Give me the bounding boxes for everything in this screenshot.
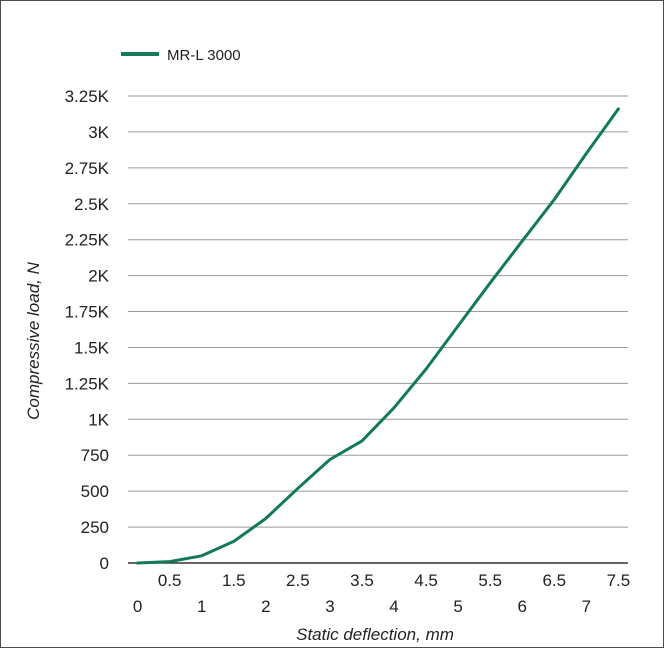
x-tick-label-upper: 4.5 xyxy=(414,571,438,590)
y-tick-label: 1.75K xyxy=(65,303,110,322)
y-tick-label: 2.5K xyxy=(74,195,110,214)
y-tick-label: 1.5K xyxy=(74,338,110,357)
y-tick-label: 2.25K xyxy=(65,231,110,250)
x-tick-label-upper: 1.5 xyxy=(222,571,246,590)
x-tick-label-lower: 2 xyxy=(261,597,270,616)
y-tick-label: 0 xyxy=(100,554,109,573)
x-tick-label-lower: 3 xyxy=(325,597,334,616)
x-axis-title: Static deflection, mm xyxy=(296,625,454,644)
x-tick-label-upper: 5.5 xyxy=(478,571,502,590)
y-tick-label: 1K xyxy=(88,410,109,429)
x-tick-label-lower: 7 xyxy=(582,597,591,616)
legend: MR-L 3000 xyxy=(121,47,241,64)
legend-label-mr-l-3000: MR-L 3000 xyxy=(167,47,241,64)
x-tick-label-lower: 6 xyxy=(517,597,526,616)
x-tick-label-lower: 1 xyxy=(197,597,206,616)
series-layer xyxy=(136,107,620,565)
y-tick-label: 250 xyxy=(81,518,109,537)
x-tick-label-upper: 2.5 xyxy=(286,571,310,590)
x-tick-label-upper: 3.5 xyxy=(350,571,374,590)
series-line-mr-l-3000 xyxy=(136,107,620,565)
y-tick-label: 3.25K xyxy=(65,87,110,106)
y-tick-label: 500 xyxy=(81,482,109,501)
x-tick-label-lower: 4 xyxy=(389,597,398,616)
x-tick-label-lower: 0 xyxy=(133,597,142,616)
y-tick-label: 2K xyxy=(88,267,109,286)
x-tick-label-upper: 0.5 xyxy=(158,571,182,590)
y-tick-label: 1.25K xyxy=(65,374,110,393)
x-tick-label-upper: 7.5 xyxy=(607,571,631,590)
gridlines xyxy=(128,95,628,564)
y-axis-ticks: 0 250 500 750 1K 1.25K 1.5K 1.75K 2K 2.25K 2.5K 2.7… xyxy=(65,87,110,573)
y-tick-label: 3K xyxy=(88,123,109,142)
x-axis-ticks: 0.5 1.5 2.5 3.5 4.5 5.5 6.5 7.5 0 1 2 3 4 5 6 7 xyxy=(133,571,630,616)
y-axis-title: Compressive load, N xyxy=(24,261,43,420)
x-tick-label-upper: 6.5 xyxy=(542,571,566,590)
y-tick-label: 2.75K xyxy=(65,159,110,178)
y-tick-label: 750 xyxy=(81,446,109,465)
x-tick-label-lower: 5 xyxy=(453,597,462,616)
